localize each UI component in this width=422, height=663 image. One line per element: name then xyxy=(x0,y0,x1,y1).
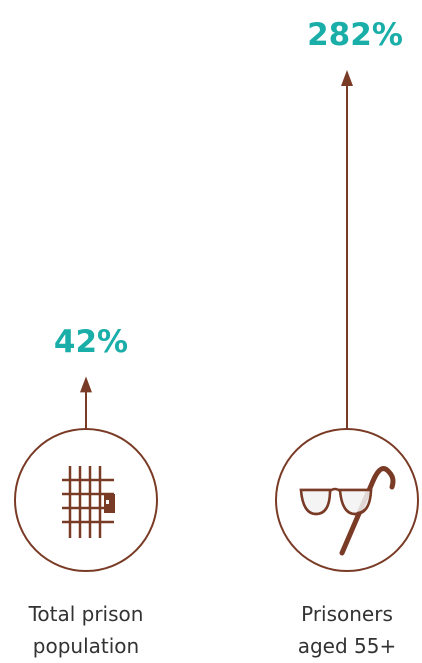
icon-circle-55plus xyxy=(275,428,419,572)
arrow-head-55plus xyxy=(341,70,353,86)
column-prisoners-55: 282% Prisoners aged 55+ xyxy=(275,17,419,658)
category-label-total-line2: population xyxy=(33,634,139,658)
glasses-and-cane-icon xyxy=(299,466,396,556)
prison-bars-icon xyxy=(62,466,115,538)
arrow-head-total xyxy=(80,376,92,393)
value-label-55plus: 282% xyxy=(307,17,403,53)
value-label-total: 42% xyxy=(54,324,128,360)
icon-circle-total xyxy=(14,428,158,572)
category-label-55plus-line2: aged 55+ xyxy=(298,634,397,658)
column-total-prison: 42% Total prison population xyxy=(14,324,158,658)
category-label-55plus-line1: Prisoners xyxy=(301,602,393,626)
category-label-total-line1: Total prison xyxy=(28,602,144,626)
